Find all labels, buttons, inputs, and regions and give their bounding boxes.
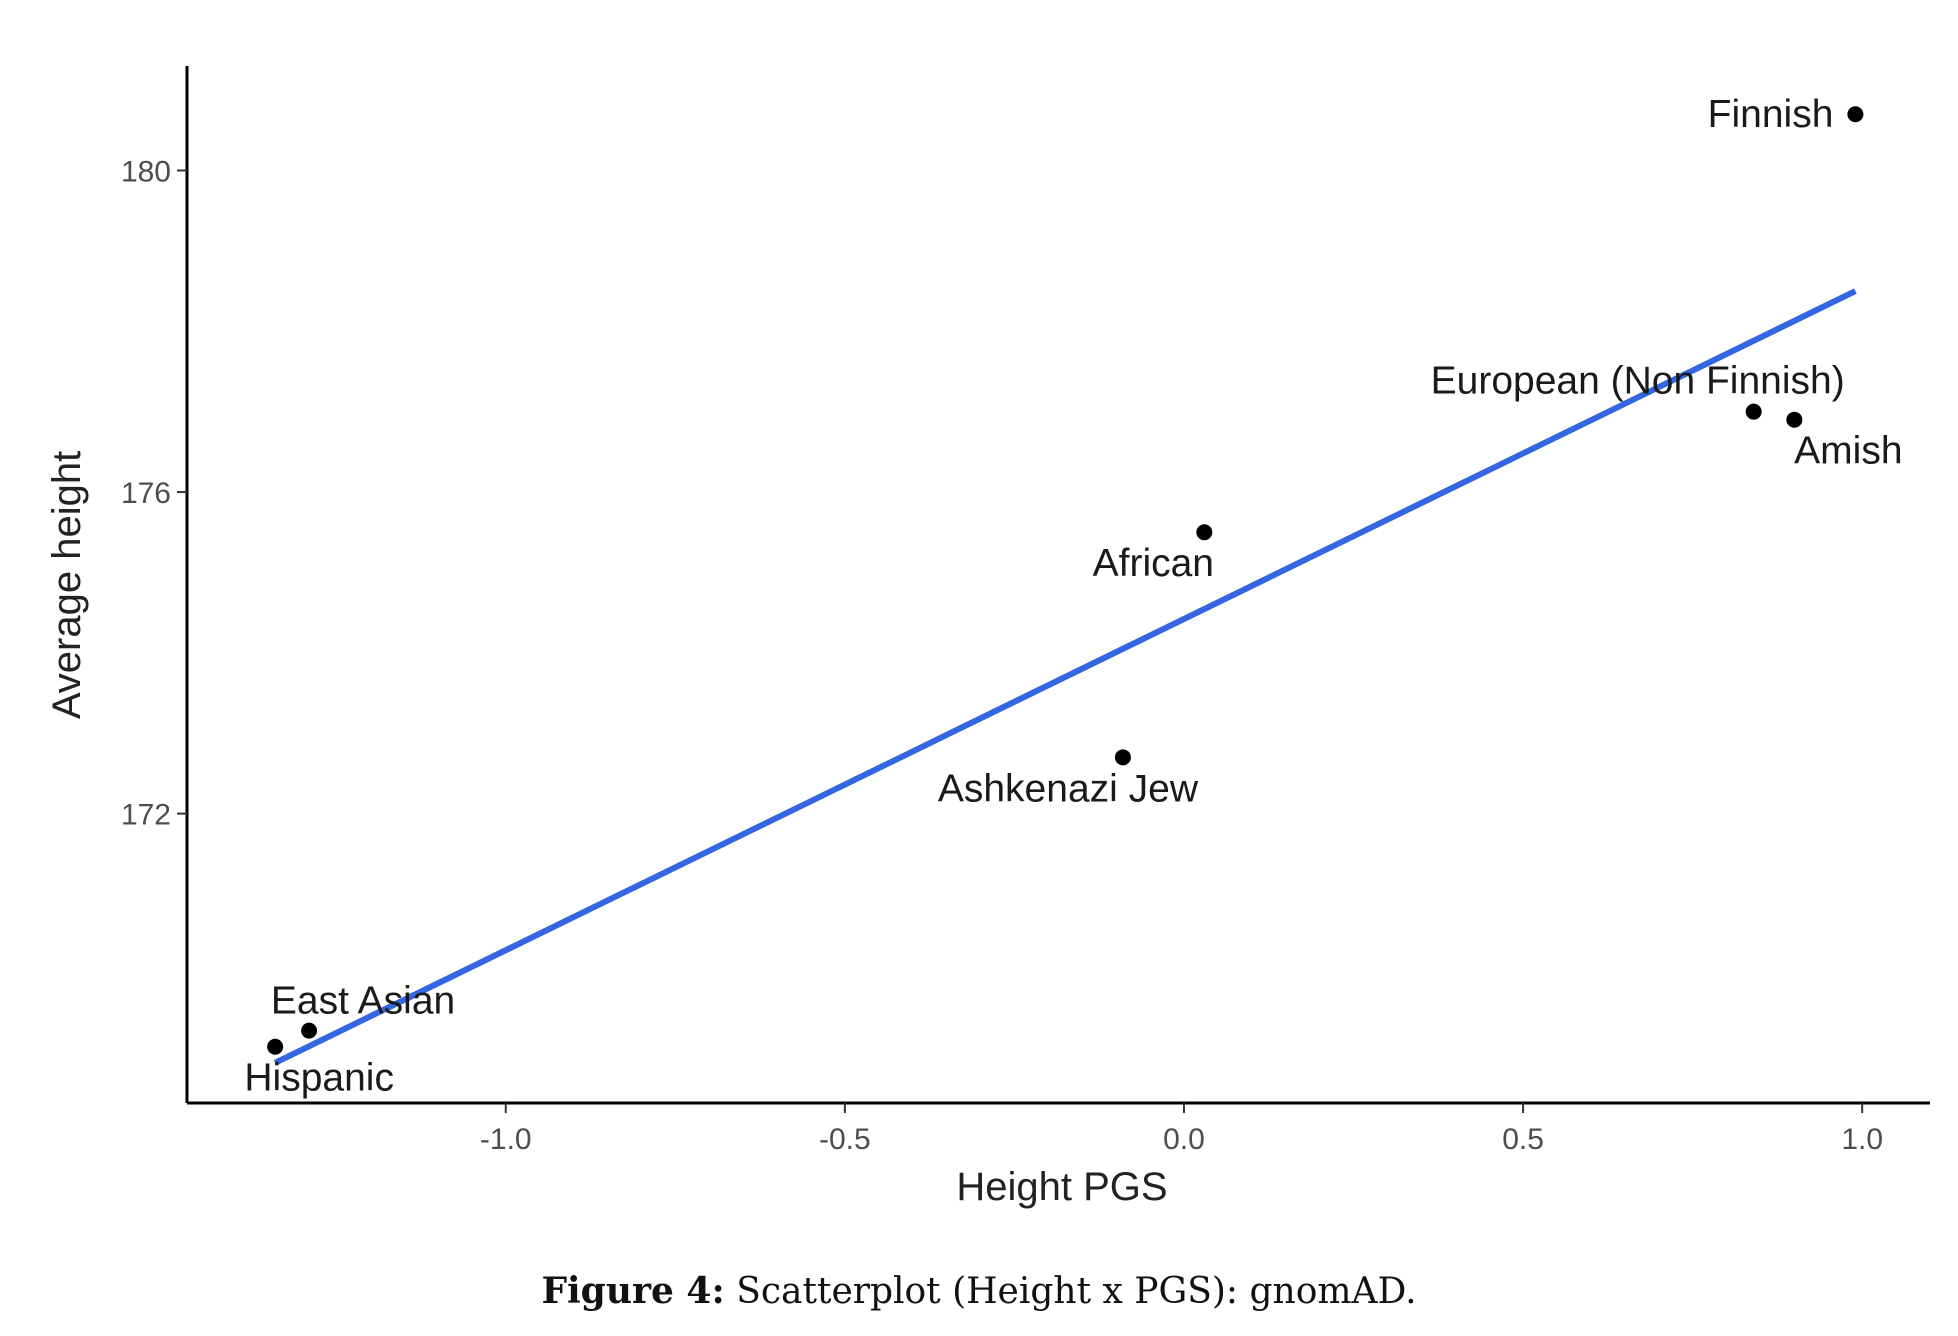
point-label: Finnish xyxy=(1708,93,1834,136)
point-label: Hispanic xyxy=(244,1057,394,1100)
point-label: Ashkenazi Jew xyxy=(938,767,1199,810)
y-tick-label: 172 xyxy=(121,799,171,832)
data-point xyxy=(301,1022,318,1039)
caption-text: Scatterplot (Height x PGS): gnomAD. xyxy=(736,1271,1417,1312)
data-point xyxy=(1114,749,1131,766)
data-point xyxy=(267,1038,284,1055)
y-tick-label: 180 xyxy=(121,156,171,189)
point-label: East Asian xyxy=(271,980,455,1023)
point-label: European (Non Finnish) xyxy=(1431,360,1845,403)
point-label: African xyxy=(1093,542,1214,585)
y-tick-label: 176 xyxy=(121,477,171,510)
y-axis-ticks: 172 176 180 xyxy=(121,156,187,832)
data-point xyxy=(1786,411,1803,428)
plot-area: Finnish European (Non Finnish) Amish Africa… xyxy=(244,93,1902,1099)
caption-label: Figure 4: xyxy=(541,1270,725,1312)
data-point xyxy=(1745,403,1762,420)
data-point xyxy=(1847,106,1864,123)
scatter-chart: Finnish European (Non Finnish) Amish Africa… xyxy=(45,66,1930,1209)
x-tick-label: -1.0 xyxy=(480,1123,532,1156)
x-tick-label: -0.5 xyxy=(819,1123,871,1156)
y-axis-title: Average height xyxy=(45,451,89,719)
figure-caption: Figure 4: Scatterplot (Height x PGS): gn… xyxy=(0,1270,1958,1312)
x-tick-label: 0.0 xyxy=(1163,1123,1205,1156)
fit-line xyxy=(273,288,1857,1066)
x-tick-label: 0.5 xyxy=(1502,1123,1544,1156)
data-point xyxy=(1196,524,1213,541)
x-axis-ticks: -1.0 -0.5 0.0 0.5 1.0 xyxy=(480,1103,1883,1156)
x-tick-label: 1.0 xyxy=(1841,1123,1883,1156)
x-axis-title: Height PGS xyxy=(956,1165,1167,1209)
point-label: Amish xyxy=(1794,430,1902,473)
